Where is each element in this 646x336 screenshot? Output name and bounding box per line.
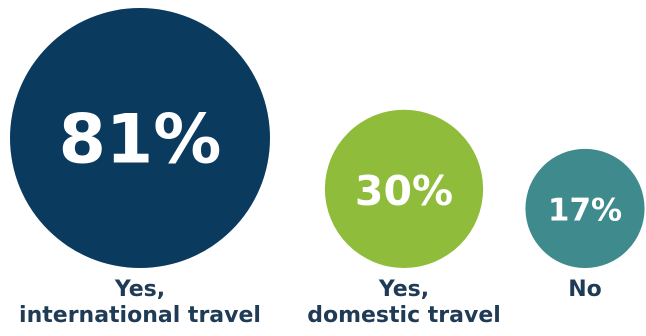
category-label-1-line-2: international travel [19, 303, 261, 328]
category-label-3-line-1: No [568, 277, 602, 302]
bubble-1 [10, 8, 270, 268]
bubble-3 [525, 148, 645, 268]
category-label-2-line-1: Yes, [378, 277, 429, 302]
bubble-2 [324, 109, 484, 268]
category-label-2-line-2: domestic travel [307, 303, 501, 328]
bubble-value-label-3: 17% [548, 192, 622, 228]
bubble-value-label-1: 81% [59, 101, 222, 180]
category-label-1-line-1: Yes, [114, 277, 165, 302]
bubbles-group: 81% 30% 17% [10, 8, 645, 268]
bubble-value-label-2: 30% [355, 167, 453, 215]
